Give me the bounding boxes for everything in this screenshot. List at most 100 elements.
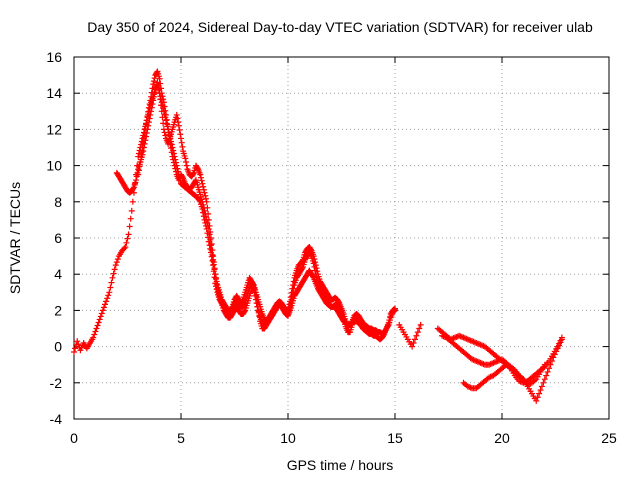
- data-point: [96, 316, 103, 323]
- data-point: [173, 111, 180, 118]
- x-ticks: 0 5 10 15 20 25: [70, 57, 617, 446]
- y-tick-label: 12: [46, 121, 62, 137]
- data-point: [104, 295, 111, 302]
- data-point: [370, 330, 377, 337]
- data-point: [287, 294, 294, 301]
- data-point: [179, 174, 186, 181]
- data-point: [128, 207, 135, 214]
- data-point: [107, 284, 114, 291]
- data-point: [205, 225, 212, 232]
- data-point: [557, 337, 564, 344]
- data-point: [335, 298, 342, 305]
- chart-title: Day 350 of 2024, Sidereal Day-to-day VTE…: [87, 19, 593, 35]
- data-point: [110, 270, 117, 277]
- data-point: [127, 215, 134, 222]
- data-point: [143, 130, 150, 137]
- data-point: [200, 201, 207, 208]
- data-point: [108, 279, 115, 286]
- data-point: [98, 310, 105, 317]
- data-point: [543, 372, 550, 379]
- data-point: [200, 183, 207, 190]
- data-point: [209, 247, 216, 254]
- data-point: [414, 329, 421, 336]
- data-point: [156, 75, 163, 82]
- y-tick-label: 16: [46, 49, 62, 65]
- data-point: [151, 75, 158, 82]
- data-point: [133, 177, 140, 184]
- data-point: [310, 253, 317, 260]
- data-point: [197, 174, 204, 181]
- data-point: [307, 246, 314, 253]
- data-point: [142, 137, 149, 144]
- data-point: [113, 259, 120, 266]
- data-point: [155, 86, 162, 93]
- data-point: [182, 158, 189, 165]
- data-point: [546, 365, 553, 372]
- data-point: [150, 93, 157, 100]
- data-point: [207, 242, 214, 249]
- data-point: [199, 180, 206, 187]
- data-point: [369, 330, 376, 337]
- data-point: [202, 213, 209, 220]
- data-point: [210, 262, 217, 269]
- data-point: [159, 114, 166, 121]
- data-point: [162, 107, 169, 114]
- data-point: [409, 343, 416, 350]
- x-tick-label: 25: [601, 430, 617, 446]
- data-point: [106, 289, 113, 296]
- data-point: [121, 245, 128, 252]
- data-point: [112, 262, 119, 269]
- data-point: [211, 265, 218, 272]
- y-tick-label: 2: [54, 302, 62, 318]
- data-point: [183, 162, 190, 169]
- data-point: [206, 222, 213, 229]
- data-point: [135, 153, 142, 160]
- data-point: [198, 177, 205, 184]
- data-point: [203, 198, 210, 205]
- data-point: [391, 308, 398, 315]
- grid: [74, 57, 609, 419]
- data-point: [312, 259, 319, 266]
- data-point: [213, 280, 220, 287]
- data-point: [540, 379, 547, 386]
- y-tick-label: 14: [46, 85, 62, 101]
- data-point: [312, 262, 319, 269]
- data-point: [130, 185, 137, 192]
- data-point: [103, 298, 110, 305]
- data-point: [125, 231, 132, 238]
- data-point: [201, 207, 208, 214]
- data-point: [149, 85, 156, 92]
- data-point: [148, 108, 155, 115]
- data-point: [124, 235, 131, 242]
- data-point: [290, 278, 297, 285]
- data-point: [205, 210, 212, 217]
- data-point: [558, 334, 565, 341]
- data-point: [102, 301, 109, 308]
- data-point: [156, 90, 163, 97]
- data-point: [75, 341, 82, 348]
- data-point: [173, 168, 180, 175]
- data-point: [161, 129, 168, 136]
- data-point: [170, 159, 177, 166]
- data-point: [148, 89, 155, 96]
- data-point: [416, 325, 423, 332]
- data-point: [205, 216, 212, 223]
- data-point: [556, 340, 563, 347]
- data-point: [411, 336, 418, 343]
- data-point: [207, 228, 214, 235]
- data-point: [538, 383, 545, 390]
- data-point: [162, 132, 169, 139]
- data-point: [147, 111, 154, 118]
- data-point: [541, 361, 548, 368]
- data-point: [209, 257, 216, 264]
- data-point: [172, 165, 179, 172]
- data-point: [150, 78, 157, 85]
- data-point: [169, 153, 176, 160]
- data-point: [174, 115, 181, 122]
- data-point: [72, 345, 79, 352]
- data-point: [384, 323, 391, 330]
- data-point: [544, 368, 551, 375]
- data-point: [168, 145, 175, 152]
- data-point: [126, 223, 133, 230]
- data-series: [71, 68, 565, 404]
